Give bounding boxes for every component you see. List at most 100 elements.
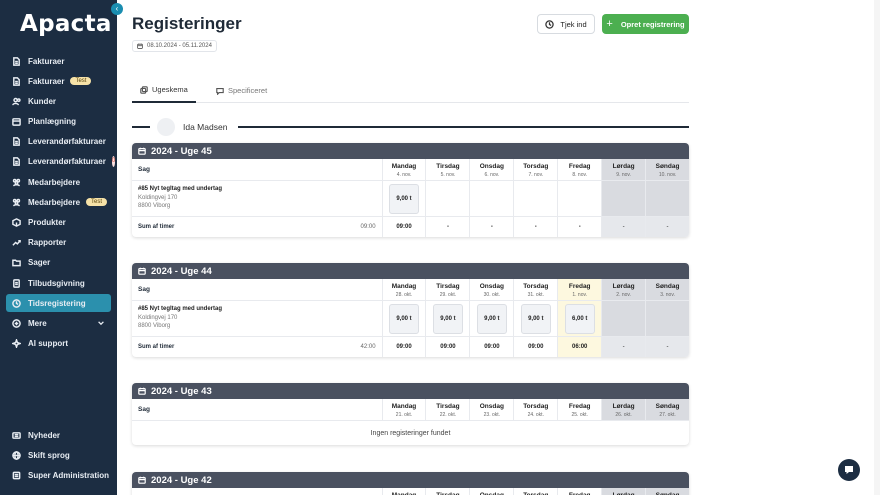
day-sum: 09:00: [513, 337, 557, 357]
page-scrollbar[interactable]: [874, 0, 880, 495]
case-cell: #85 Nyt tegltag med undertag Koldingvej 1…: [132, 181, 382, 216]
day-date: 4. nov.: [396, 172, 412, 178]
box-icon: [12, 218, 21, 227]
day-cell[interactable]: [601, 181, 646, 216]
sidebar-collapse-button[interactable]: ‹: [111, 3, 123, 15]
sidebar-item-ai-support[interactable]: AI support: [6, 335, 111, 353]
tab-ugeskema[interactable]: Ugeskema: [132, 78, 196, 103]
day-cell[interactable]: [513, 181, 557, 216]
case-title[interactable]: #85 Nyt tegltag med undertag: [138, 306, 223, 312]
day-header: Onsdag 6. nov.: [469, 159, 513, 180]
page-title: Registeringer: [132, 14, 242, 33]
file-icon: [12, 157, 21, 167]
sidebar-item-leverandørfakturaer[interactable]: Leverandørfakturaer 0: [6, 153, 116, 171]
day-cell[interactable]: 9,00 t: [381, 301, 426, 336]
count-badge: 0: [111, 156, 116, 168]
day-header: Torsdag17. okt.: [513, 488, 557, 495]
users-icon: [12, 97, 21, 106]
sag-header: Sag: [138, 166, 150, 173]
case-street: Koldingvej 170: [138, 195, 178, 201]
hours-entry[interactable]: 9,00 t: [476, 303, 507, 334]
sidebar-item-fakturaer[interactable]: Fakturaer: [6, 52, 111, 70]
day-cell[interactable]: 9,00 t: [469, 301, 513, 336]
sidebar-item-sager[interactable]: Sager: [6, 254, 111, 272]
week-column-headers: Sag Mandag 4. nov. Tirsdag 5. nov. Onsdag 6. n…: [132, 159, 689, 181]
sidebar-item-medarbejdere[interactable]: Medarbejdere: [6, 173, 111, 191]
day-cell[interactable]: 9,00 t: [513, 301, 557, 336]
sidebar-item-skift-sprog[interactable]: Skift sprog: [6, 446, 111, 464]
create-registration-button[interactable]: + Opret registrering: [602, 14, 689, 34]
day-name: Lørdag: [612, 163, 635, 170]
day-name: Onsdag: [479, 283, 504, 290]
day-header: Torsdag 7. nov.: [513, 159, 557, 180]
chat-support-button[interactable]: [838, 459, 860, 481]
week-title: 2024 - Uge 43: [151, 385, 212, 397]
day-header: Mandag14. okt.: [381, 488, 426, 495]
create-registration-label: Opret registrering: [620, 19, 685, 29]
day-header: Mandag 21. okt.: [381, 399, 426, 420]
case-title[interactable]: #85 Nyt tegltag med undertag: [138, 186, 223, 192]
hours-entry[interactable]: 9,00 t: [389, 183, 419, 214]
day-cell[interactable]: 9,00 t: [381, 181, 426, 216]
day-cell[interactable]: [645, 181, 689, 216]
week-column-headers: Sag Mandag 28. okt. Tirsdag 29. okt. Onsdag 30…: [132, 279, 689, 301]
sidebar-item-label: Nyheder: [28, 430, 61, 440]
sidebar-item-label: Leverandørfakturaer: [28, 157, 106, 167]
sidebar-item-kunder[interactable]: Kunder: [6, 92, 111, 110]
day-cell[interactable]: [557, 181, 601, 216]
sidebar-item-mere[interactable]: Mere: [6, 314, 111, 332]
app-logo[interactable]: Apacta: [20, 11, 112, 37]
hours-entry[interactable]: 6,00 t: [564, 303, 595, 334]
hours-entry[interactable]: 9,00 t: [520, 303, 551, 334]
sidebar-item-fakturaer[interactable]: Fakturaer Test: [6, 72, 111, 90]
checkin-label: Tjek ind: [560, 19, 587, 29]
sidebar-item-tilbudsgivning[interactable]: Tilbudsgivning: [6, 274, 111, 292]
table-row[interactable]: #85 Nyt tegltag med undertag Koldingvej 1…: [132, 181, 689, 217]
sidebar-item-tidsregistering[interactable]: Tidsregistering: [6, 294, 111, 313]
tab-specificeret[interactable]: Specificeret: [208, 78, 275, 103]
sidebar-item-leverandørfakturaer[interactable]: Leverandørfakturaer: [6, 133, 111, 151]
day-date: 9. nov.: [616, 172, 631, 178]
hours-entry[interactable]: 9,00 t: [389, 303, 419, 334]
day-date: 2. nov.: [616, 292, 631, 298]
week-title: 2024 - Uge 45: [151, 145, 212, 157]
day-date: 22. okt.: [439, 412, 457, 418]
sidebar-item-planlægning[interactable]: Planlægning: [6, 113, 111, 131]
day-name: Fredag: [558, 492, 601, 495]
day-name: Tirsdag: [436, 283, 460, 290]
chevron-down-icon[interactable]: [97, 319, 105, 329]
day-header: Fredag 25. okt.: [557, 399, 601, 420]
day-sum: 06:00: [557, 337, 602, 357]
day-cell[interactable]: 9,00 t: [425, 301, 469, 336]
tab-label: Specificeret: [228, 86, 268, 95]
day-cell[interactable]: [645, 301, 689, 336]
sidebar-item-super-administration[interactable]: Super Administration: [6, 466, 111, 484]
sidebar-item-produkter[interactable]: Produkter: [6, 214, 111, 232]
sidebar-item-label: Skift sprog: [28, 450, 70, 460]
day-cell[interactable]: 6,00 t: [557, 301, 602, 336]
day-date: 27. okt.: [659, 412, 676, 418]
table-row[interactable]: #85 Nyt tegltag med undertag Koldingvej 1…: [132, 301, 689, 337]
news-icon: [12, 431, 21, 440]
day-sum: 09:00: [469, 337, 513, 357]
sidebar-item-nyheder[interactable]: Nyheder: [6, 426, 111, 444]
day-header: Fredag18. okt.: [557, 488, 601, 495]
date-range-picker[interactable]: 08.10.2024 - 05.11.2024: [132, 40, 217, 52]
sidebar-item-label: Planlægning: [28, 117, 76, 127]
day-cell[interactable]: [469, 181, 513, 216]
day-header: Mandag 28. okt.: [381, 279, 426, 300]
day-cell[interactable]: [425, 181, 469, 216]
hours-entry[interactable]: 9,00 t: [432, 303, 463, 334]
sidebar-item-rapporter[interactable]: Rapporter: [6, 234, 111, 252]
day-cell[interactable]: [601, 301, 646, 336]
file-icon: [12, 76, 21, 86]
sidebar-item-label: Super Administration: [28, 470, 110, 480]
case-city: 8800 Viborg: [138, 323, 171, 329]
checkin-button[interactable]: Tjek ind: [537, 14, 595, 34]
sidebar-item-medarbejdere[interactable]: Medarbejdere Test: [6, 193, 111, 211]
file-icon: [12, 56, 21, 66]
day-header: Onsdag16. okt.: [469, 488, 513, 495]
comment-icon: [216, 87, 224, 95]
sidebar-item-label: Sager: [28, 258, 51, 268]
sidebar-item-label: Fakturaer: [28, 76, 65, 86]
